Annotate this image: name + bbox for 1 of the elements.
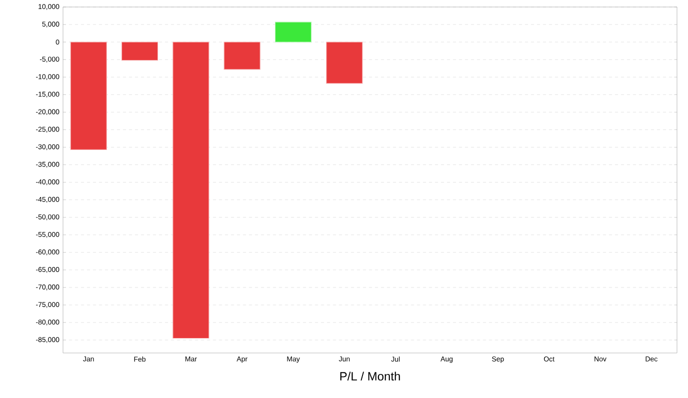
- x-axis-title: P/L / Month: [340, 372, 400, 381]
